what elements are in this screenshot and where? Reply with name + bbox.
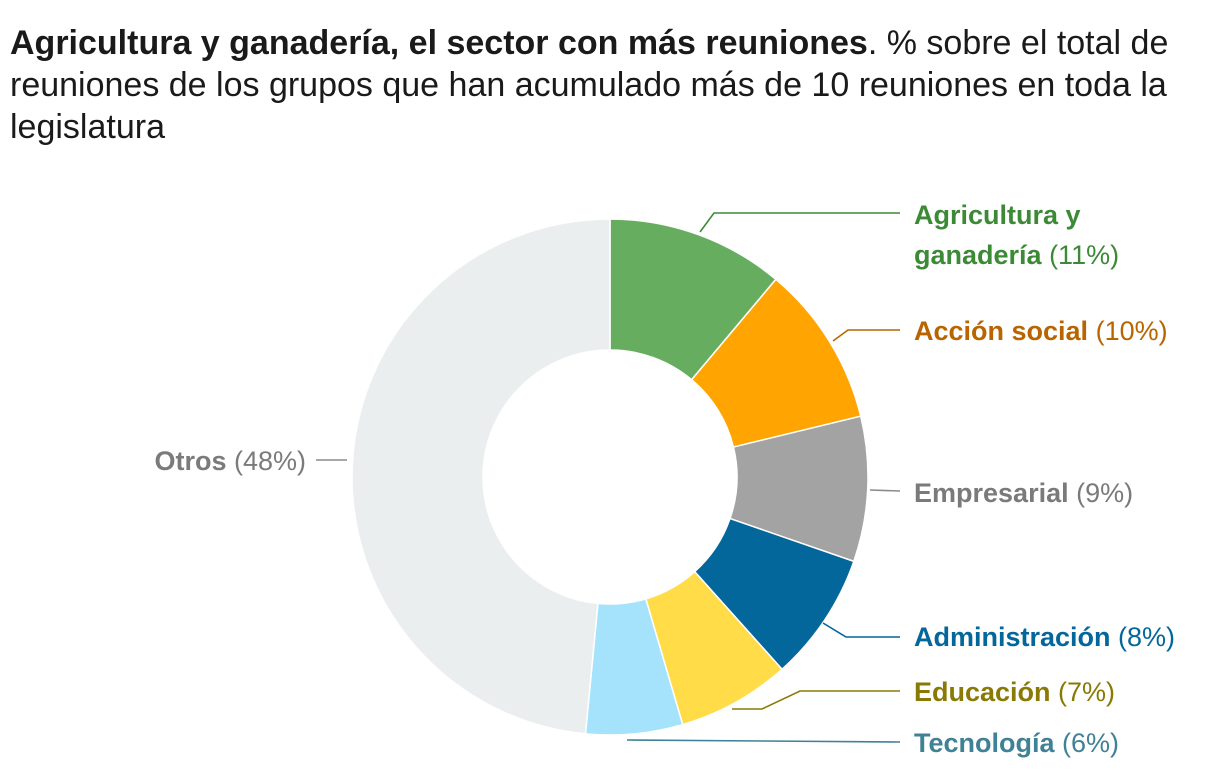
leader-lines — [316, 212, 901, 743]
leader-line-agricultura — [699, 212, 900, 233]
label-name-administracion: Administración — [914, 622, 1111, 652]
label-name-empresarial: Empresarial — [914, 478, 1069, 508]
leader-line-administracion — [822, 622, 900, 638]
label-value-empresarial: (9%) — [1069, 478, 1134, 508]
leader-line-tecnologia — [626, 739, 901, 743]
slice-otros — [351, 218, 611, 735]
label-value-agricultura: (11%) — [1042, 240, 1120, 270]
chart-title: Agricultura y ganadería, el sector con m… — [10, 22, 1190, 148]
donut-slices — [351, 218, 869, 736]
slice-labels: Agricultura y ganadería (11%) Acción socia… — [154, 200, 1175, 758]
label-otros: Otros (48%) — [154, 446, 306, 476]
label-name-educacion: Educación — [914, 677, 1051, 707]
label-name-agricultura: ganadería — [914, 240, 1043, 270]
label-name-accion-social: Acción social — [914, 316, 1088, 346]
label-value-administracion: (8%) — [1111, 622, 1176, 652]
label-agricultura: Agricultura y ganadería (11%) — [914, 200, 1119, 270]
leader-line-empresarial — [869, 489, 901, 492]
leader-line-educacion — [732, 690, 900, 710]
label-tecnologia: Tecnología (6%) — [914, 728, 1119, 758]
label-administracion: Administración (8%) — [914, 622, 1175, 652]
label-accion-social: Acción social (10%) — [914, 316, 1168, 346]
label-value-accion-social: (10%) — [1088, 316, 1168, 346]
label-empresarial: Empresarial (9%) — [914, 478, 1133, 508]
leader-line-accion-social — [832, 329, 900, 342]
label-name-agricultura: Agricultura y — [914, 200, 1081, 230]
label-name-tecnologia: Tecnología — [914, 728, 1055, 758]
label-name-otros: Otros — [154, 446, 226, 476]
title-bold: Agricultura y ganadería, el sector con m… — [10, 24, 868, 62]
label-value-educacion: (7%) — [1051, 677, 1116, 707]
label-value-tecnologia: (6%) — [1055, 728, 1120, 758]
label-value-otros: (48%) — [226, 446, 306, 476]
label-educacion: Educación (7%) — [914, 677, 1115, 707]
title-subtitle: . % sobre el total de reuniones de los g… — [10, 24, 1169, 146]
